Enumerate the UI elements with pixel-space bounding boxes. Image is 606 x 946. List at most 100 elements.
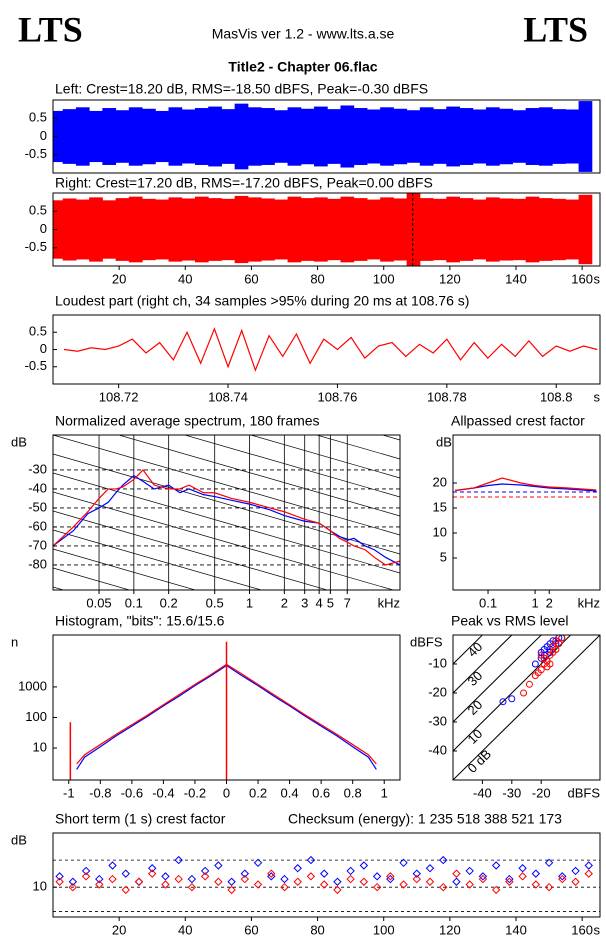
- waveform-segment: [327, 109, 341, 164]
- point: [240, 869, 250, 878]
- x-tick-label: 108.76: [318, 389, 358, 404]
- waveform-segment: [552, 198, 566, 261]
- waveform-segment: [62, 198, 77, 261]
- x-tick-label: 80: [310, 922, 324, 937]
- point: [552, 637, 560, 645]
- y-tick-label: -30: [28, 461, 47, 476]
- point: [531, 880, 541, 889]
- point: [68, 877, 78, 886]
- point: [543, 663, 551, 671]
- y-tick-label: 0: [40, 221, 47, 236]
- waveform-segment: [499, 108, 513, 165]
- y-tick-label: -60: [28, 518, 47, 533]
- point: [81, 866, 91, 876]
- waveform-segment: [75, 199, 90, 260]
- waveform-segment: [155, 199, 169, 260]
- x-tick-label: 5: [327, 595, 334, 610]
- plot-frame: [52, 314, 601, 385]
- point: [491, 885, 501, 895]
- waveform-segment: [459, 198, 474, 261]
- point: [174, 855, 183, 865]
- x-tick-label: -30: [502, 785, 521, 800]
- x-tick-label: 40: [178, 922, 192, 937]
- point: [518, 864, 527, 873]
- point: [267, 869, 276, 878]
- waveform-segment: [208, 198, 222, 261]
- x-unit: kHz: [378, 595, 400, 610]
- point: [372, 872, 382, 881]
- waveform-segment: [115, 198, 130, 261]
- waveform-segment: [142, 108, 156, 165]
- point: [544, 882, 554, 892]
- waveform-segment: [433, 198, 447, 261]
- point: [306, 855, 316, 865]
- point: [452, 877, 461, 886]
- x-tick-label: 120: [439, 271, 461, 286]
- y-tick-label: -0.5: [25, 146, 47, 161]
- x-tick-label: 1: [531, 595, 538, 610]
- point: [267, 872, 276, 881]
- point: [346, 866, 355, 876]
- point: [508, 695, 516, 703]
- point: [227, 877, 236, 886]
- series-line: [455, 477, 597, 492]
- waveform-segment: [380, 107, 394, 166]
- point: [293, 864, 302, 873]
- waveform-segment: [89, 110, 103, 163]
- app-name: MasVis ver 1.2 - www.lts.a.se: [212, 26, 395, 42]
- waveform-segment: [53, 200, 64, 259]
- point: [55, 872, 64, 881]
- y-tick-label: -30: [428, 713, 447, 728]
- x-tick-label: 0.6: [312, 785, 330, 800]
- point: [55, 877, 64, 886]
- waveform-segment: [181, 109, 196, 164]
- point: [549, 643, 557, 651]
- waveform-segment: [234, 103, 249, 170]
- waveform-segment: [485, 197, 500, 262]
- crest-diagonal-label: 0 dB: [465, 746, 495, 776]
- waveform-segment: [261, 198, 275, 261]
- x-tick-label: 0.8: [344, 785, 362, 800]
- y-tick-label: -0.5: [25, 239, 47, 254]
- series-line: [53, 469, 400, 566]
- x-tick-label: 4: [316, 595, 323, 610]
- y-tick-label: 1000: [18, 678, 47, 693]
- y-tick-label: -0.5: [25, 358, 47, 373]
- waveform-segment: [208, 106, 222, 167]
- point: [425, 864, 435, 873]
- x-unit: kHz: [578, 595, 600, 610]
- y-unit: dBFS: [410, 634, 443, 649]
- x-tick-label: -0.6: [121, 785, 143, 800]
- x-tick-label: 140: [505, 271, 527, 286]
- series-line: [63, 327, 598, 372]
- y-tick-label: 0.5: [29, 324, 47, 339]
- file-title: Title2 - Chapter 06.flac: [228, 59, 377, 75]
- point: [134, 877, 144, 886]
- point: [108, 861, 117, 870]
- x-tick-label: 108.74: [208, 389, 248, 404]
- waveform-segment: [565, 199, 580, 260]
- waveform-segment: [300, 198, 315, 261]
- diagonal-guide: [183, 435, 400, 498]
- waveform-segment: [89, 197, 103, 262]
- crest-diagonal-label: 20: [465, 697, 486, 718]
- x-tick-label: 3: [301, 595, 308, 610]
- waveform-segment: [472, 199, 487, 260]
- panel-title: Short term (1 s) crest factor: [55, 811, 226, 827]
- point: [386, 874, 395, 884]
- plot-frame: [52, 832, 601, 918]
- point: [372, 882, 382, 892]
- logo-left: LTS: [18, 9, 83, 49]
- point: [319, 880, 329, 889]
- point: [499, 698, 507, 706]
- panel-title: Left: Crest=18.20 dB, RMS=-18.50 dBFS, P…: [55, 81, 428, 97]
- panel-title: Loudest part (right ch, 34 samples >95% …: [55, 293, 469, 309]
- point: [412, 869, 421, 878]
- point: [558, 874, 567, 884]
- panel-title: Right: Crest=17.20 dB, RMS=-17.20 dBFS, …: [55, 175, 433, 191]
- x-tick-label: 60: [244, 271, 258, 286]
- point: [161, 880, 170, 889]
- waveform-segment: [102, 200, 117, 259]
